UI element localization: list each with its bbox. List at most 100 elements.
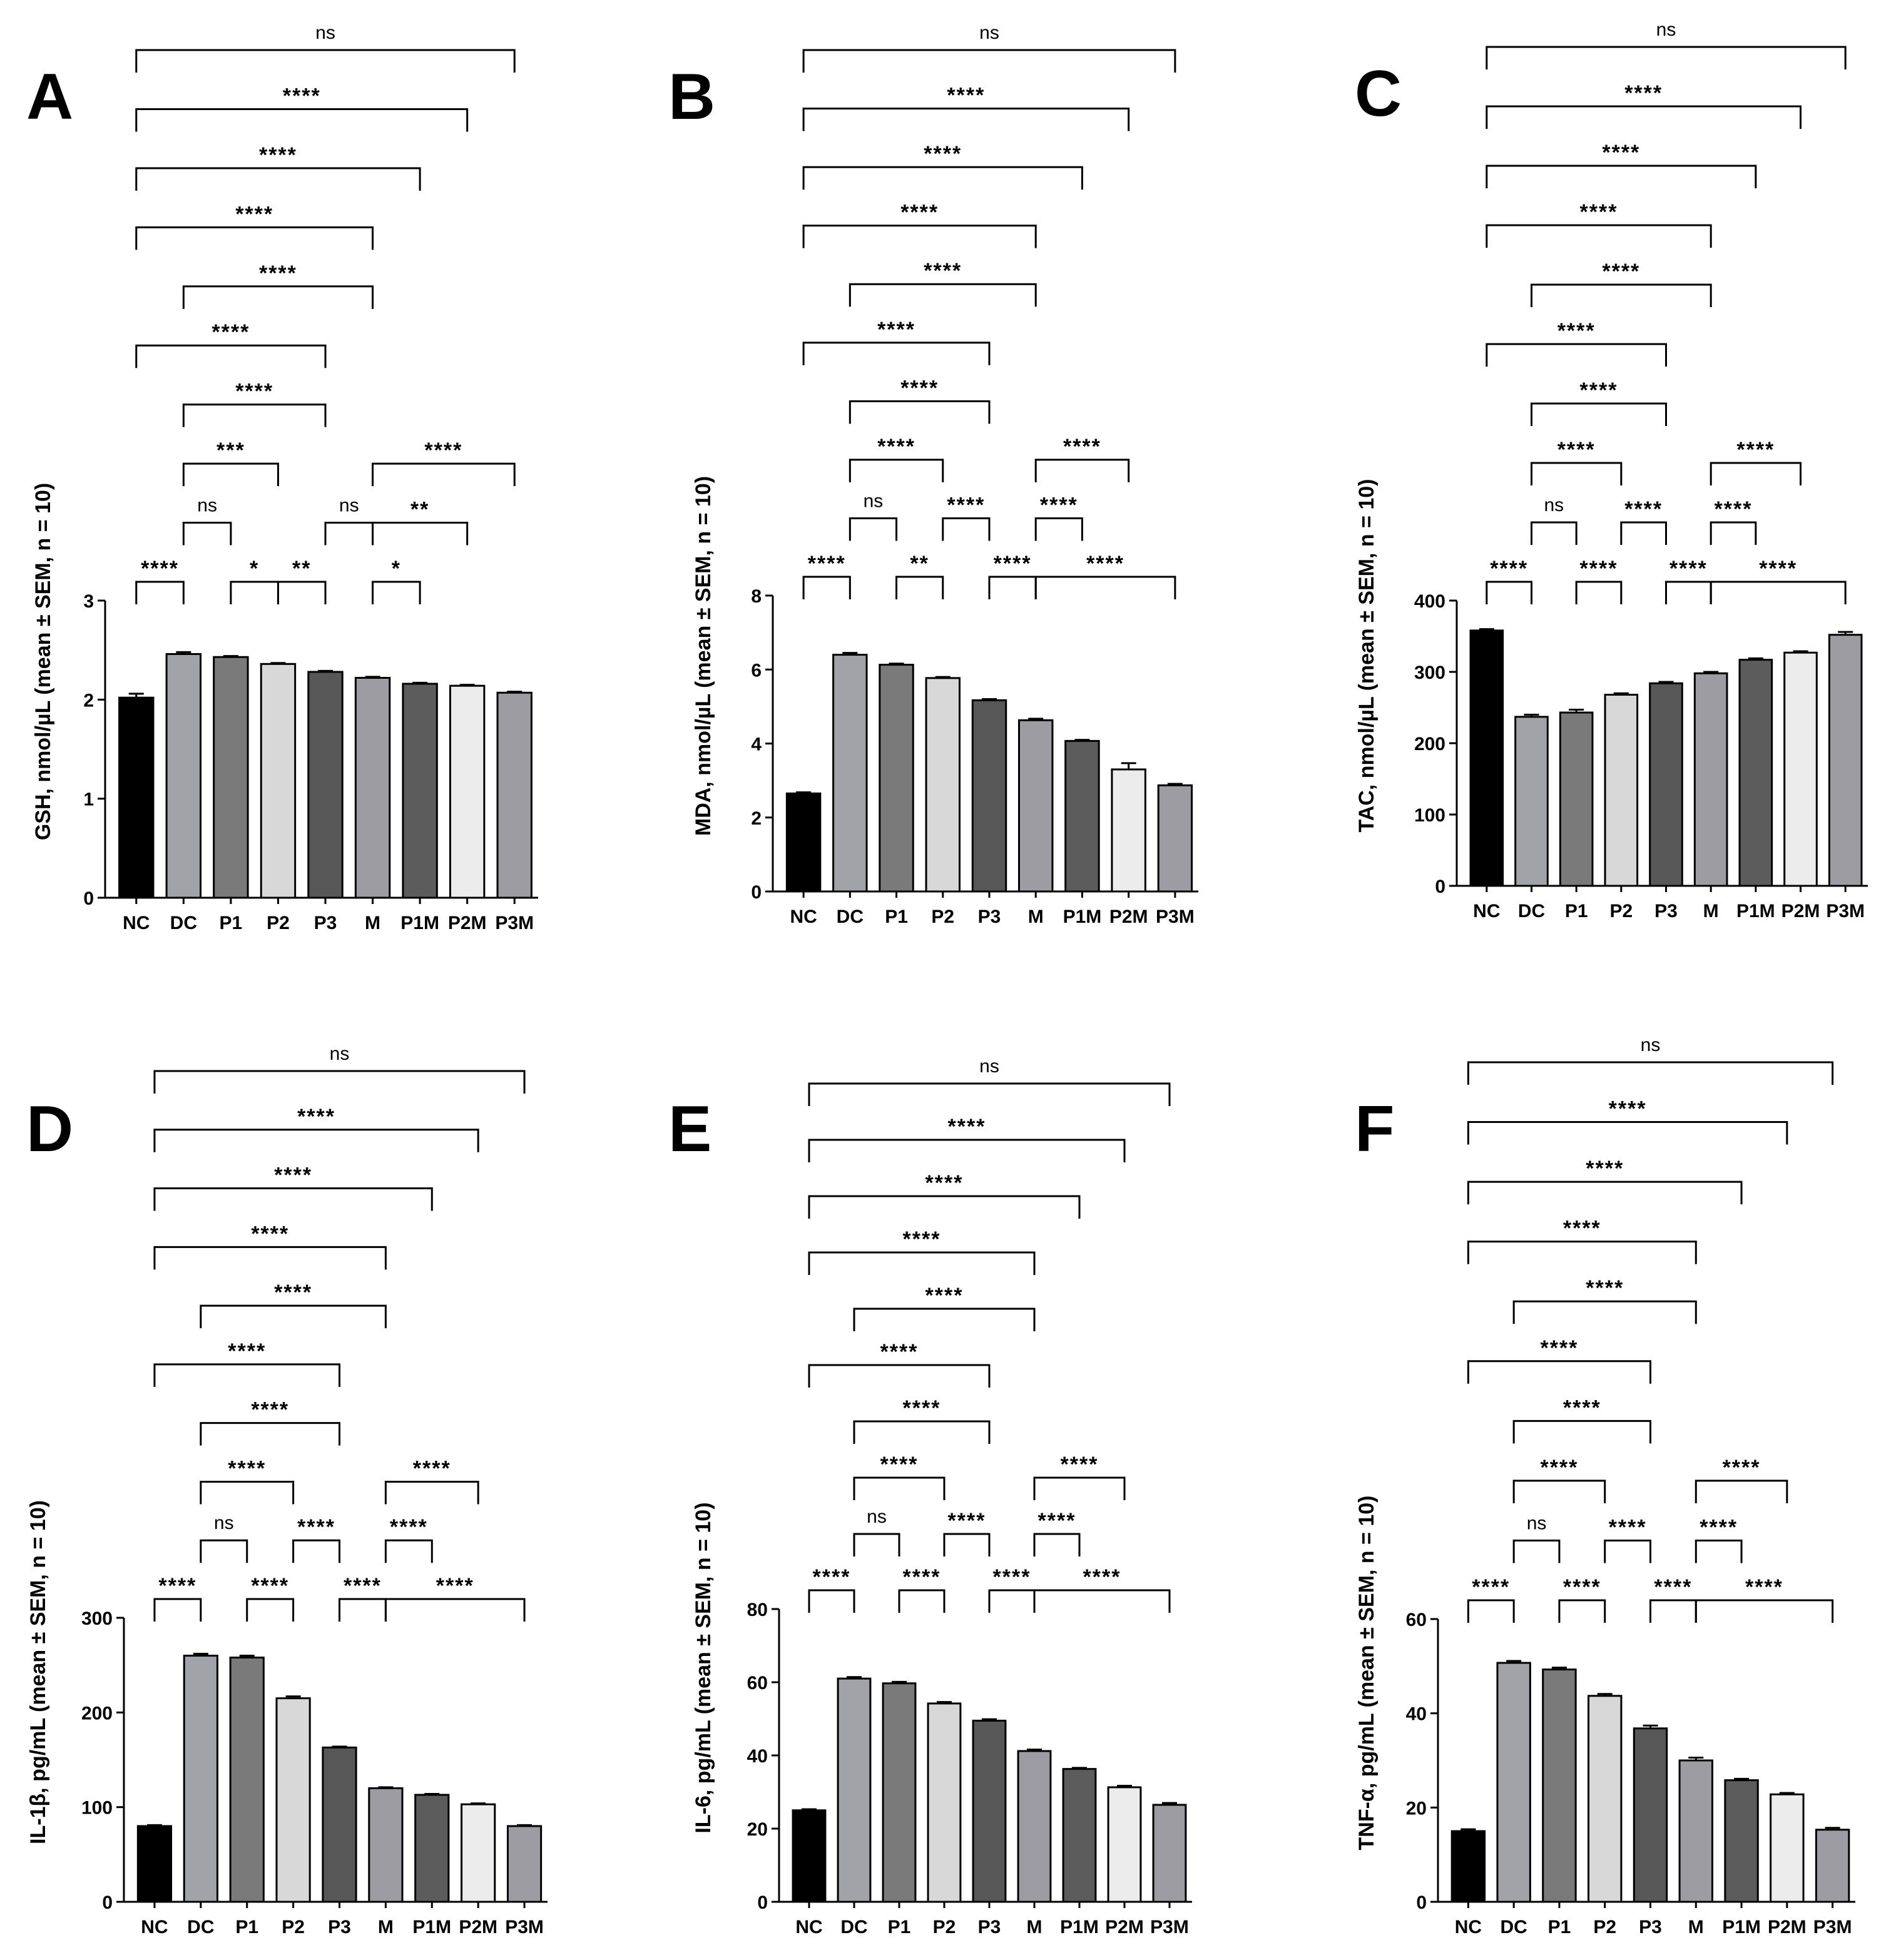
x-tick-label: NC <box>795 1917 822 1937</box>
x-tick-label: DC <box>1500 1917 1527 1937</box>
significance-bracket <box>1467 1360 1651 1384</box>
bar-p3m <box>506 1825 543 1903</box>
significance-label: ns <box>1527 1513 1547 1533</box>
y-tick-label: 0 <box>757 1892 768 1913</box>
significance-bracket <box>808 1139 1126 1162</box>
significance-bracket <box>182 285 374 309</box>
y-tick-label: 200 <box>81 1703 113 1724</box>
significance-bracket <box>1512 1419 1651 1444</box>
y-tick-label: 6 <box>751 660 762 681</box>
y-axis-title: TNF-α, pg/mL (mean ± SEM, n = 10) <box>1355 1496 1379 1851</box>
bar-dc <box>1496 1662 1531 1903</box>
x-tick-label: P3M <box>1826 901 1865 922</box>
x-tick-label: P2M <box>1109 906 1148 927</box>
significance-bracket <box>849 517 898 541</box>
significance-label: ns <box>315 23 335 43</box>
significance-label: **** <box>808 552 846 576</box>
bar-p2 <box>927 1702 962 1903</box>
x-tick-label: NC <box>1473 901 1500 922</box>
y-tick-label: 2 <box>83 690 94 711</box>
significance-label: **** <box>1580 378 1618 402</box>
significance-bracket <box>1486 581 1532 604</box>
significance-bracket <box>182 522 232 546</box>
significance-bracket <box>153 1598 202 1622</box>
significance-label: **** <box>251 1574 289 1598</box>
significance-label: ns <box>979 1056 999 1077</box>
y-tick-label: 80 <box>747 1600 768 1620</box>
significance-label: **** <box>924 142 962 166</box>
y-tick-label: 1 <box>83 790 94 810</box>
significance-bracket <box>808 1589 855 1613</box>
significance-label: ns <box>339 495 359 516</box>
significance-label: **** <box>900 201 939 225</box>
significance-bracket <box>943 1533 991 1556</box>
significance-label: ns <box>197 495 217 516</box>
panel-e: E 0 20 40 60 80 IL-6, pg/mL (mean ± SEM, n = 1… <box>668 1056 1192 1937</box>
bar-p2 <box>925 677 961 893</box>
bar-p2 <box>260 663 297 899</box>
x-tick-label: P3M <box>1156 906 1195 927</box>
x-tick-label: P1M <box>400 913 439 933</box>
bar-m <box>1018 719 1054 893</box>
y-tick-label: 8 <box>751 586 762 607</box>
significance-bracket <box>988 576 1037 599</box>
bar-p1m <box>1062 1768 1097 1903</box>
x-tick-label: P1 <box>888 1917 911 1937</box>
significance-bracket <box>808 1364 991 1388</box>
significance-label: **** <box>1624 497 1663 521</box>
y-tick-label: 2 <box>751 808 762 829</box>
significance-bracket <box>153 1070 526 1094</box>
significance-bracket <box>942 517 991 541</box>
significance-bracket <box>1467 1599 1515 1623</box>
significance-label: **** <box>925 1284 964 1308</box>
bar-nc <box>136 1825 173 1903</box>
y-tick-label: 0 <box>751 882 762 903</box>
significance-bracket <box>1033 1533 1081 1556</box>
panel-c: C 0 100 200 300 400 TAC, nmol/µL (mean ± SEM, … <box>1355 19 1868 922</box>
significance-label: **** <box>877 435 915 459</box>
x-tick-label: DC <box>170 913 197 933</box>
bar-p2m <box>1770 1793 1805 1903</box>
x-tick-label: P1 <box>235 1917 258 1937</box>
significance-label: **** <box>1715 497 1753 521</box>
significance-bracket <box>1604 1539 1651 1563</box>
significance-label: **** <box>228 1339 266 1363</box>
significance-bracket <box>1486 105 1802 129</box>
panel-letter: C <box>1355 58 1402 130</box>
bar-p1 <box>882 1682 917 1903</box>
bar-p3m <box>496 691 533 899</box>
panel-letter: E <box>668 1093 711 1165</box>
significance-bracket <box>1512 1480 1606 1503</box>
bar-p3m <box>1815 1829 1850 1903</box>
significance-label: **** <box>1038 1509 1076 1533</box>
bar-nc <box>118 696 155 899</box>
panel-d: D 0 100 200 300 IL-1β, pg/mL (mean ± SEM, n =… <box>26 1043 548 1937</box>
significance-label: **** <box>1563 1396 1601 1419</box>
significance-label: **** <box>344 1574 382 1598</box>
significance-label: ** <box>910 552 929 576</box>
significance-label: **** <box>1563 1575 1601 1599</box>
bar-dc <box>832 654 868 893</box>
bar-p2m <box>461 1803 496 1903</box>
significance-bracket <box>135 108 469 132</box>
significance-bracket <box>1486 343 1667 367</box>
significance-bracket <box>898 1589 946 1613</box>
significance-label: **** <box>1540 1336 1578 1360</box>
significance-bracket <box>808 1195 1081 1219</box>
x-tick-label: P1M <box>1736 901 1775 922</box>
bar-p2 <box>1604 693 1639 887</box>
significance-bracket <box>1620 521 1667 545</box>
x-tick-label: P1M <box>1060 1917 1099 1937</box>
significance-bracket <box>372 522 469 546</box>
panel-f: F 0 20 40 60 TNF-α, pg/mL (mean ± SEM, n = 10… <box>1355 1035 1855 1937</box>
significance-label: **** <box>424 439 462 462</box>
significance-bracket <box>246 1598 295 1622</box>
bar-nc <box>792 1809 827 1903</box>
significance-bracket <box>808 1251 1036 1275</box>
significance-label: **** <box>297 1105 335 1129</box>
significance-bracket <box>1034 459 1130 482</box>
y-tick-label: 40 <box>1406 1704 1427 1725</box>
significance-label: **** <box>1580 557 1618 581</box>
bar-p1m <box>1724 1779 1759 1903</box>
bar-p3 <box>971 699 1007 893</box>
